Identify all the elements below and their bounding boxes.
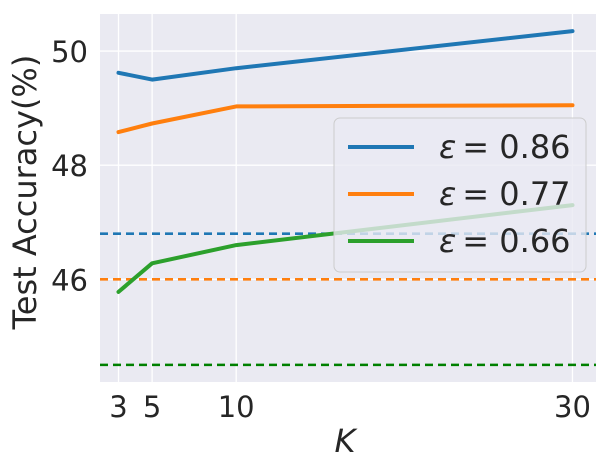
x-tick-labels: 3 5 10 30	[109, 390, 591, 424]
series-line-1	[116, 29, 575, 82]
legend-label-2: ε = 0.77	[439, 175, 571, 213]
y-tick-label: 46	[51, 263, 88, 297]
legend-label-3: ε = 0.66	[439, 222, 571, 260]
legend-symbol: ε	[439, 222, 456, 260]
y-tick-label: 50	[51, 35, 88, 69]
legend-symbol: ε	[439, 175, 456, 213]
x-tick-label: 5	[143, 390, 161, 424]
x-tick-label: 10	[218, 390, 255, 424]
legend-label-1: ε = 0.86	[439, 128, 571, 166]
y-axis-label: Test Accuracy(%)	[6, 55, 44, 331]
x-tick-label: 3	[109, 390, 127, 424]
legend-value: = 0.66	[462, 222, 570, 260]
legend-value: = 0.77	[462, 175, 570, 213]
x-axis-label: K	[335, 422, 359, 460]
legend-box	[333, 117, 587, 273]
y-tick-label: 48	[51, 149, 88, 183]
legend-symbol: ε	[439, 128, 456, 166]
y-tick-labels: 46 48 50	[51, 35, 88, 297]
legend: ε = 0.86ε = 0.77ε = 0.66	[333, 117, 587, 273]
series-line-2	[116, 103, 575, 135]
legend-value: = 0.86	[462, 128, 570, 166]
x-tick-label: 30	[554, 390, 591, 424]
